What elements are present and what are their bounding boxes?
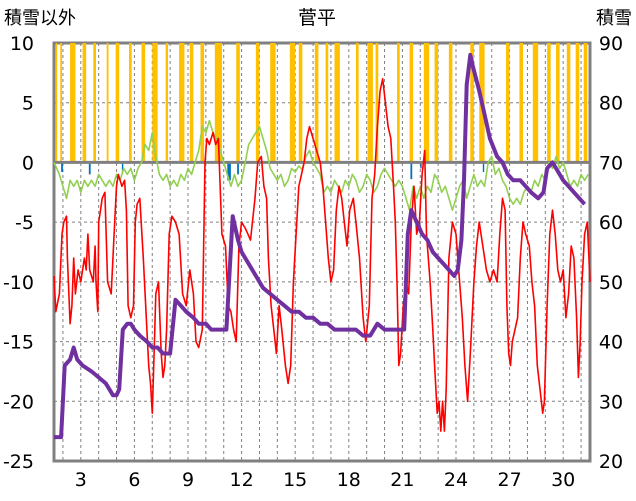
snowfall-bar (70, 43, 76, 163)
chart-title: 菅平 (298, 7, 336, 29)
x-tick-label: 27 (498, 469, 522, 491)
snowfall-bar (532, 43, 539, 163)
right-tick-label: 50 (599, 272, 623, 294)
left-tick-label: 5 (22, 93, 34, 115)
snowfall-bar (423, 43, 430, 163)
x-tick-label: 18 (337, 469, 361, 491)
snowfall-bar (547, 43, 551, 163)
precip-bar (237, 162, 239, 175)
snowfall-bar (165, 43, 168, 163)
snowfall-bar (314, 43, 319, 163)
left-tick-label: -20 (3, 391, 34, 413)
grid (54, 43, 590, 461)
right-axis-label: 積雪 (596, 8, 632, 29)
left-tick-label: 10 (10, 33, 34, 55)
snow-depth-line (54, 52, 587, 440)
snowfall-bar (115, 43, 120, 163)
snowfall-bar (375, 43, 379, 163)
left-axis-label: 積雪以外 (4, 8, 76, 29)
x-tick-label: 21 (390, 469, 414, 491)
snowfall-bar (583, 43, 588, 163)
snowfall-bar (397, 43, 400, 163)
precip-bar (61, 162, 63, 172)
snowfall-bar (289, 43, 296, 163)
precip-bar (420, 162, 422, 169)
right-axis-ticks: 90 80 70 60 50 40 30 20 (599, 33, 623, 473)
snowfall-bar (298, 43, 303, 163)
right-tick-label: 60 (599, 212, 623, 234)
precip-bar (227, 162, 231, 181)
precip-bar (88, 162, 91, 175)
right-tick-label: 70 (599, 152, 623, 174)
snowfall-bar (179, 43, 185, 163)
snowfall-bar (325, 43, 329, 163)
snowfall-bar (141, 43, 146, 163)
snowfall-bar (189, 43, 194, 163)
x-tick-label: 9 (182, 469, 194, 491)
snowfall-bar (355, 43, 359, 163)
right-tick-label: 30 (599, 391, 623, 413)
snowfall-bar (55, 43, 58, 163)
snowfall-bar (409, 43, 414, 163)
precip-bar (410, 162, 413, 180)
snowfall-bar (129, 43, 132, 163)
snowfall-bar (448, 43, 453, 163)
snowfall-bar (470, 43, 474, 163)
snowfall-bar (106, 43, 109, 163)
snowfall-bar (60, 43, 63, 163)
x-tick-label: 24 (444, 469, 468, 491)
x-tick-label: 3 (75, 469, 87, 491)
precip-bar (482, 162, 485, 172)
precip-bar (121, 162, 124, 174)
x-tick-label: 6 (128, 469, 140, 491)
snowfall-bar (200, 43, 205, 163)
right-tick-label: 80 (599, 93, 623, 115)
snowfall-bar (255, 43, 260, 163)
left-tick-label: -25 (3, 451, 34, 473)
x-tick-label: 30 (551, 469, 575, 491)
x-tick-label: 12 (230, 469, 254, 491)
snowfall-bar (270, 43, 276, 163)
snowfall-bar (82, 43, 87, 163)
snowfall-bar (506, 43, 510, 163)
snowfall-bar (575, 43, 580, 163)
max-temp-line (53, 78, 591, 432)
left-tick-label: -5 (15, 212, 34, 234)
left-axis-ticks: 10 5 0 -5 -10 -15 -20 -25 (3, 33, 34, 473)
left-tick-label: -10 (3, 272, 34, 294)
x-axis-ticks: 3 6 9 12 15 18 21 24 27 30 (75, 469, 576, 491)
left-tick-label: 0 (22, 152, 34, 174)
left-tick-label: -15 (3, 332, 34, 354)
right-tick-label: 20 (599, 451, 623, 473)
snowfall-bar (334, 43, 340, 163)
x-tick-label: 15 (283, 469, 307, 491)
snowfall-bar (236, 43, 240, 163)
snowfall-bar (566, 43, 571, 163)
snowfall-bar (152, 43, 158, 163)
right-tick-label: 40 (599, 332, 623, 354)
snowfall-bar (434, 43, 439, 163)
snowfall-bar (93, 43, 96, 163)
plot-area-frame (52, 41, 592, 463)
snowfall-bar (367, 43, 373, 163)
right-tick-label: 90 (599, 33, 623, 55)
line-layer (53, 52, 591, 440)
snowfall-bar (519, 43, 523, 163)
snowfall-bar (214, 43, 222, 163)
snowfall-bar (556, 43, 560, 163)
